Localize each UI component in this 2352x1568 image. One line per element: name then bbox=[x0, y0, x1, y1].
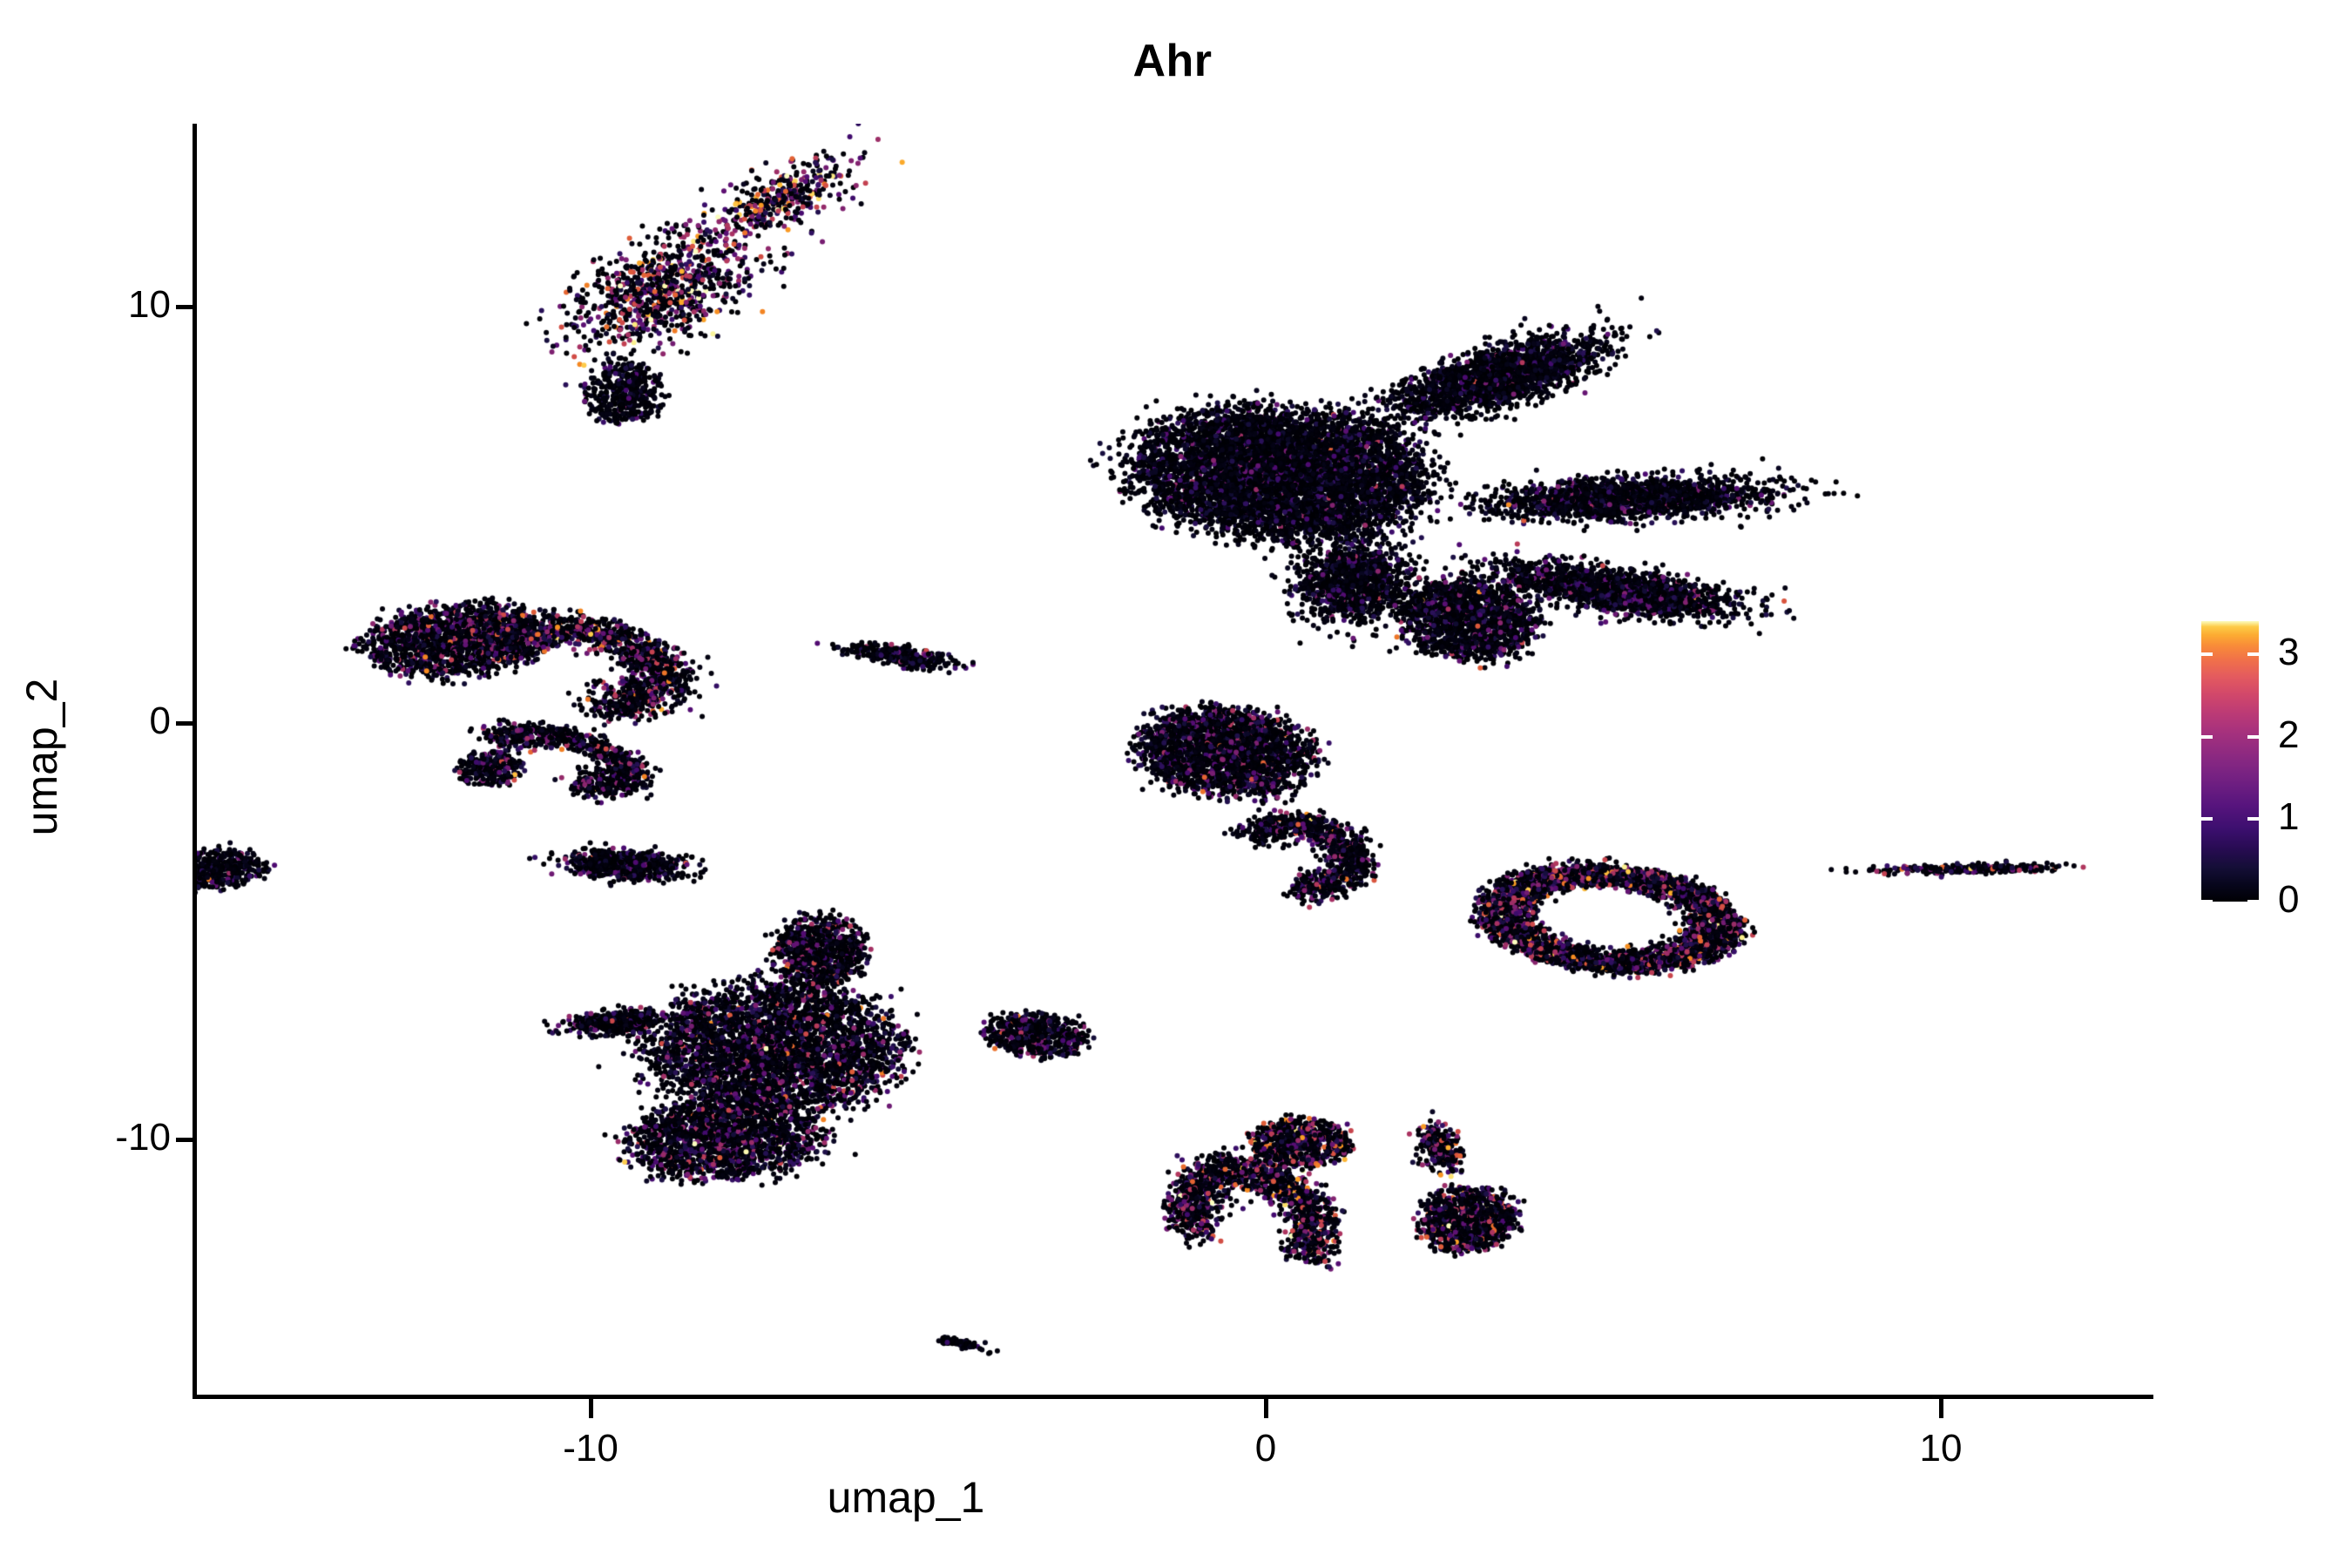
colorbar-gradient bbox=[2201, 621, 2259, 902]
x-tick-mark bbox=[1939, 1399, 1943, 1418]
y-tick-mark bbox=[176, 721, 195, 726]
x-axis-line bbox=[193, 1395, 2153, 1399]
y-axis-title: umap_2 bbox=[17, 678, 66, 836]
x-tick-label: 10 bbox=[1919, 1427, 1963, 1470]
x-tick-mark bbox=[1264, 1399, 1268, 1418]
color-legend bbox=[2201, 621, 2259, 902]
y-tick-label: 10 bbox=[128, 283, 171, 326]
colorbar-tick-mark bbox=[2201, 900, 2213, 903]
colorbar-tick-label: 0 bbox=[2278, 878, 2300, 921]
y-axis-line bbox=[193, 124, 197, 1399]
colorbar-tick-label: 3 bbox=[2278, 630, 2300, 673]
x-axis-title: umap_1 bbox=[827, 1473, 985, 1522]
scatter-canvas bbox=[196, 124, 2153, 1396]
colorbar-tick-mark bbox=[2247, 900, 2259, 903]
y-tick-label: 0 bbox=[149, 700, 171, 742]
y-tick-label: -10 bbox=[115, 1116, 171, 1159]
colorbar-tick-mark bbox=[2247, 652, 2259, 656]
colorbar-tick-mark bbox=[2201, 817, 2213, 821]
plot-panel bbox=[196, 124, 2153, 1396]
colorbar-tick-mark bbox=[2201, 652, 2213, 656]
colorbar-tick-mark bbox=[2201, 734, 2213, 739]
colorbar-tick-mark bbox=[2247, 734, 2259, 739]
x-tick-label: 0 bbox=[1254, 1427, 1277, 1470]
colorbar-tick-label: 1 bbox=[2278, 795, 2300, 839]
colorbar-tick-mark bbox=[2247, 817, 2259, 821]
x-tick-label: -10 bbox=[563, 1427, 618, 1470]
y-tick-mark bbox=[176, 1138, 195, 1142]
y-tick-mark bbox=[176, 305, 195, 309]
x-tick-mark bbox=[589, 1399, 593, 1418]
chart-title: Ahr bbox=[1132, 36, 1213, 86]
colorbar-tick-label: 2 bbox=[2278, 713, 2300, 756]
